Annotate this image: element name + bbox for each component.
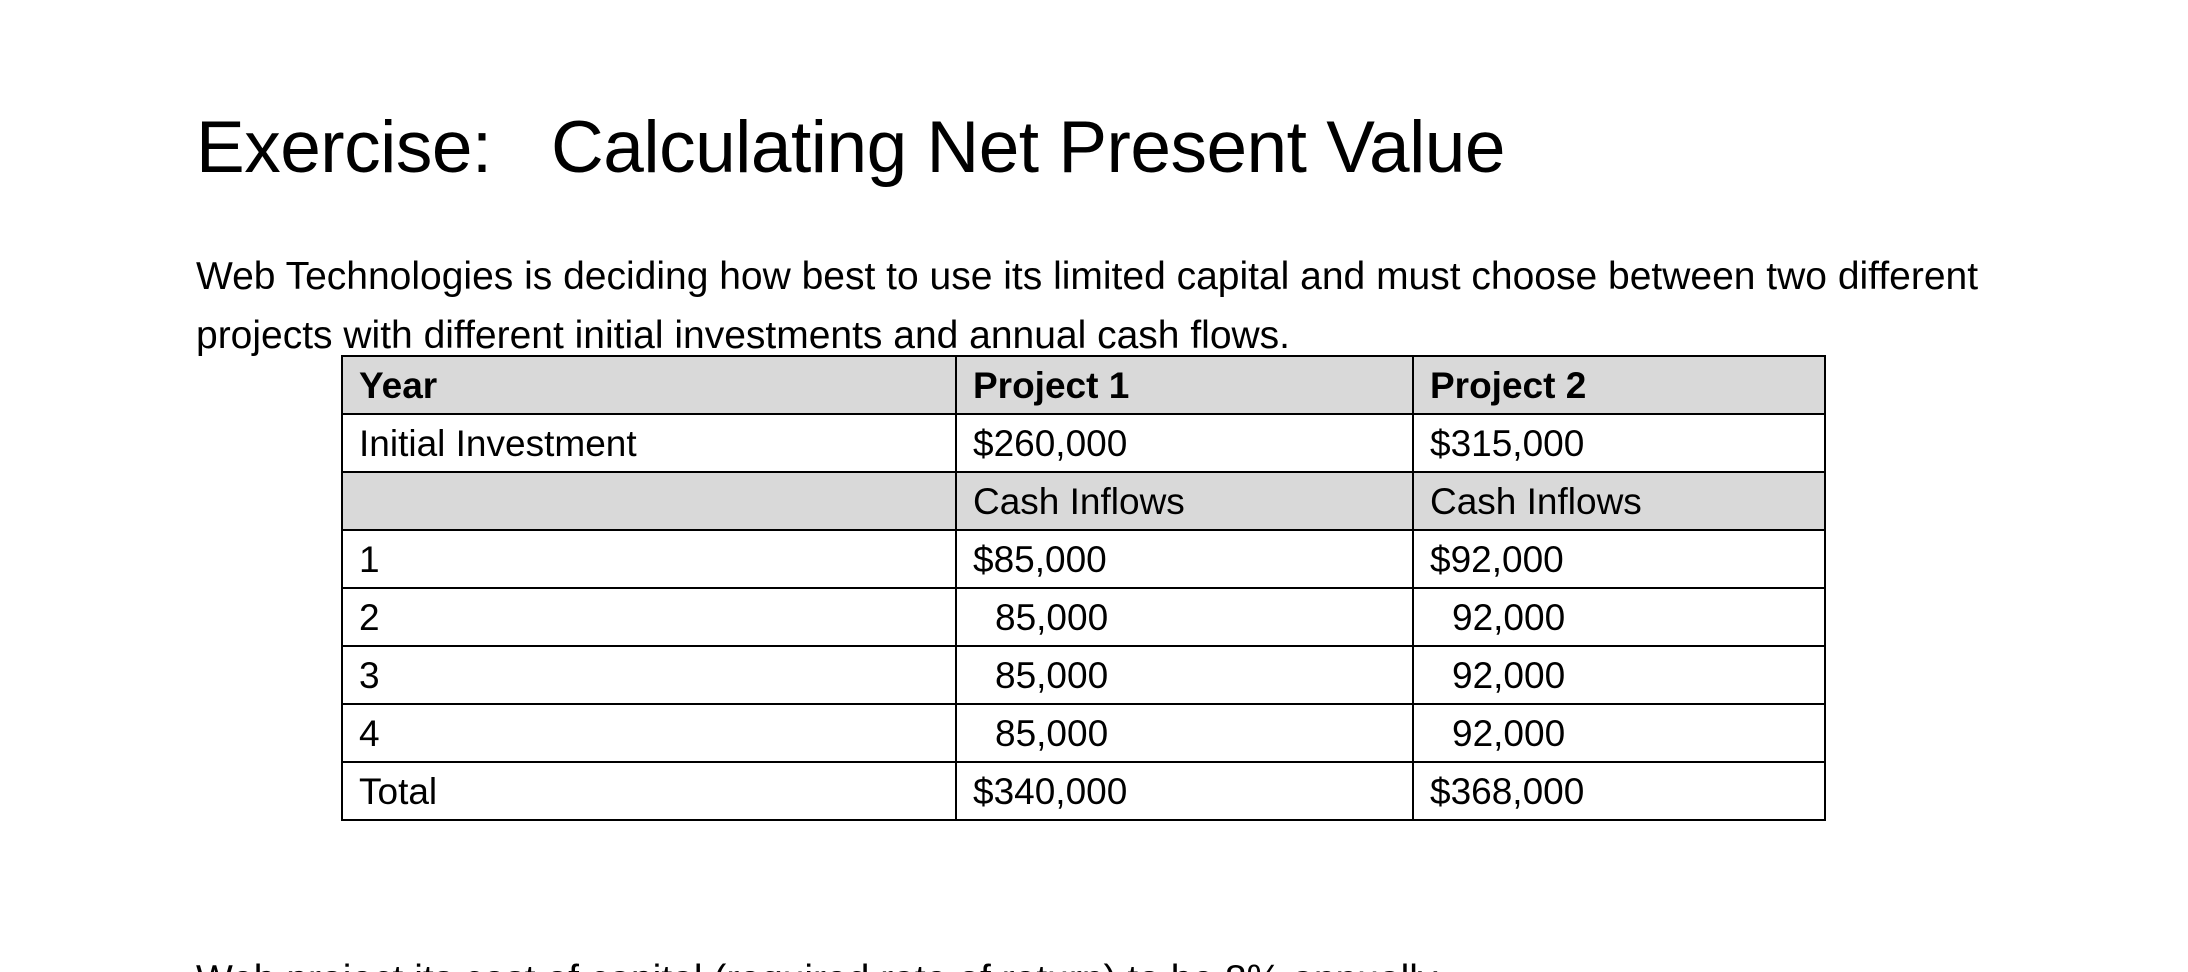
table-row: Initial Investment $260,000 $315,000 — [341, 413, 1826, 473]
table-cell — [341, 471, 957, 531]
table-cell: $85,000 — [955, 529, 1414, 589]
table-row: Total $340,000 $368,000 — [341, 761, 1826, 821]
table-cell: $260,000 — [955, 413, 1414, 473]
table-row: 1 $85,000 $92,000 — [341, 529, 1826, 589]
table-header-row: Year Project 1 Project 2 — [341, 355, 1826, 415]
table-row: 3 85,000 92,000 — [341, 645, 1826, 705]
table-cell: 92,000 — [1412, 587, 1826, 647]
table-cell: 4 — [341, 703, 957, 763]
table-cell: $368,000 — [1412, 761, 1826, 821]
closing-paragraph: Web project its cost of capital (require… — [196, 951, 2026, 972]
page-title: Exercise: Calculating Net Present Value — [196, 106, 1506, 188]
table-cell: 85,000 — [955, 587, 1414, 647]
table-cell: $92,000 — [1412, 529, 1826, 589]
table-cell: 85,000 — [955, 645, 1414, 705]
cashflow-table: Year Project 1 Project 2 Initial Investm… — [341, 355, 1826, 821]
table-cell: 92,000 — [1412, 645, 1826, 705]
table-row: 4 85,000 92,000 — [341, 703, 1826, 763]
table-cell: Initial Investment — [341, 413, 957, 473]
table-cell: Total — [341, 761, 957, 821]
table-body: Initial Investment $260,000 $315,000 Cash I… — [341, 413, 1826, 821]
table-row: Cash Inflows Cash Inflows — [341, 471, 1826, 531]
table-cell: 2 — [341, 587, 957, 647]
cashflow-table-container: Year Project 1 Project 2 Initial Investm… — [341, 355, 1826, 821]
table-cell: 92,000 — [1412, 703, 1826, 763]
column-header-year: Year — [341, 355, 957, 415]
column-header-project-1: Project 1 — [955, 355, 1414, 415]
table-cell: $340,000 — [955, 761, 1414, 821]
table-cell: Cash Inflows — [1412, 471, 1826, 531]
table-cell: 85,000 — [955, 703, 1414, 763]
table-cell: $315,000 — [1412, 413, 1826, 473]
intro-paragraph: Web Technologies is deciding how best to… — [196, 255, 1979, 357]
table-header: Year Project 1 Project 2 — [341, 355, 1826, 415]
table-cell: 1 — [341, 529, 957, 589]
column-header-project-2: Project 2 — [1412, 355, 1826, 415]
table-cell: Cash Inflows — [955, 471, 1414, 531]
table-row: 2 85,000 92,000 — [341, 587, 1826, 647]
table-cell: 3 — [341, 645, 957, 705]
